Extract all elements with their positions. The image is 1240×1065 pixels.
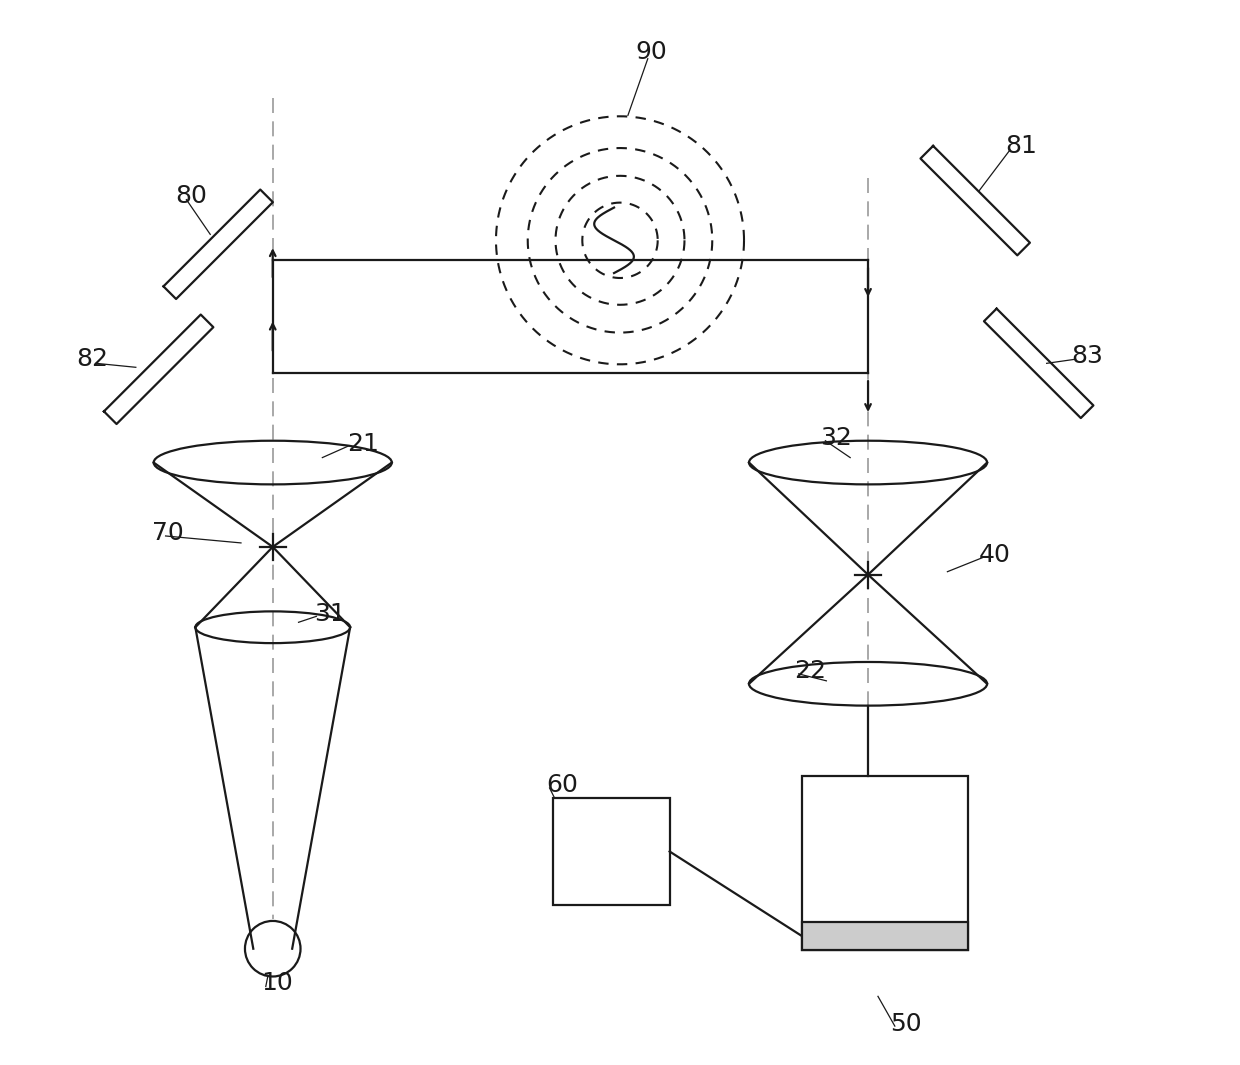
Text: 31: 31	[315, 603, 346, 626]
Text: 40: 40	[980, 543, 1011, 567]
Text: 60: 60	[547, 773, 578, 797]
Text: 81: 81	[1004, 134, 1037, 158]
Text: 80: 80	[176, 183, 207, 208]
Bar	[553, 798, 670, 905]
Text: 70: 70	[151, 521, 184, 545]
Text: 10: 10	[260, 971, 293, 996]
Text: 82: 82	[77, 347, 108, 372]
Bar	[801, 922, 968, 950]
Text: 21: 21	[347, 431, 379, 456]
Text: 83: 83	[1071, 344, 1104, 368]
Text: 32: 32	[821, 426, 852, 449]
Text: 90: 90	[635, 39, 667, 64]
Text: 22: 22	[794, 659, 826, 683]
Text: 50: 50	[890, 1012, 921, 1036]
Bar	[801, 776, 968, 950]
